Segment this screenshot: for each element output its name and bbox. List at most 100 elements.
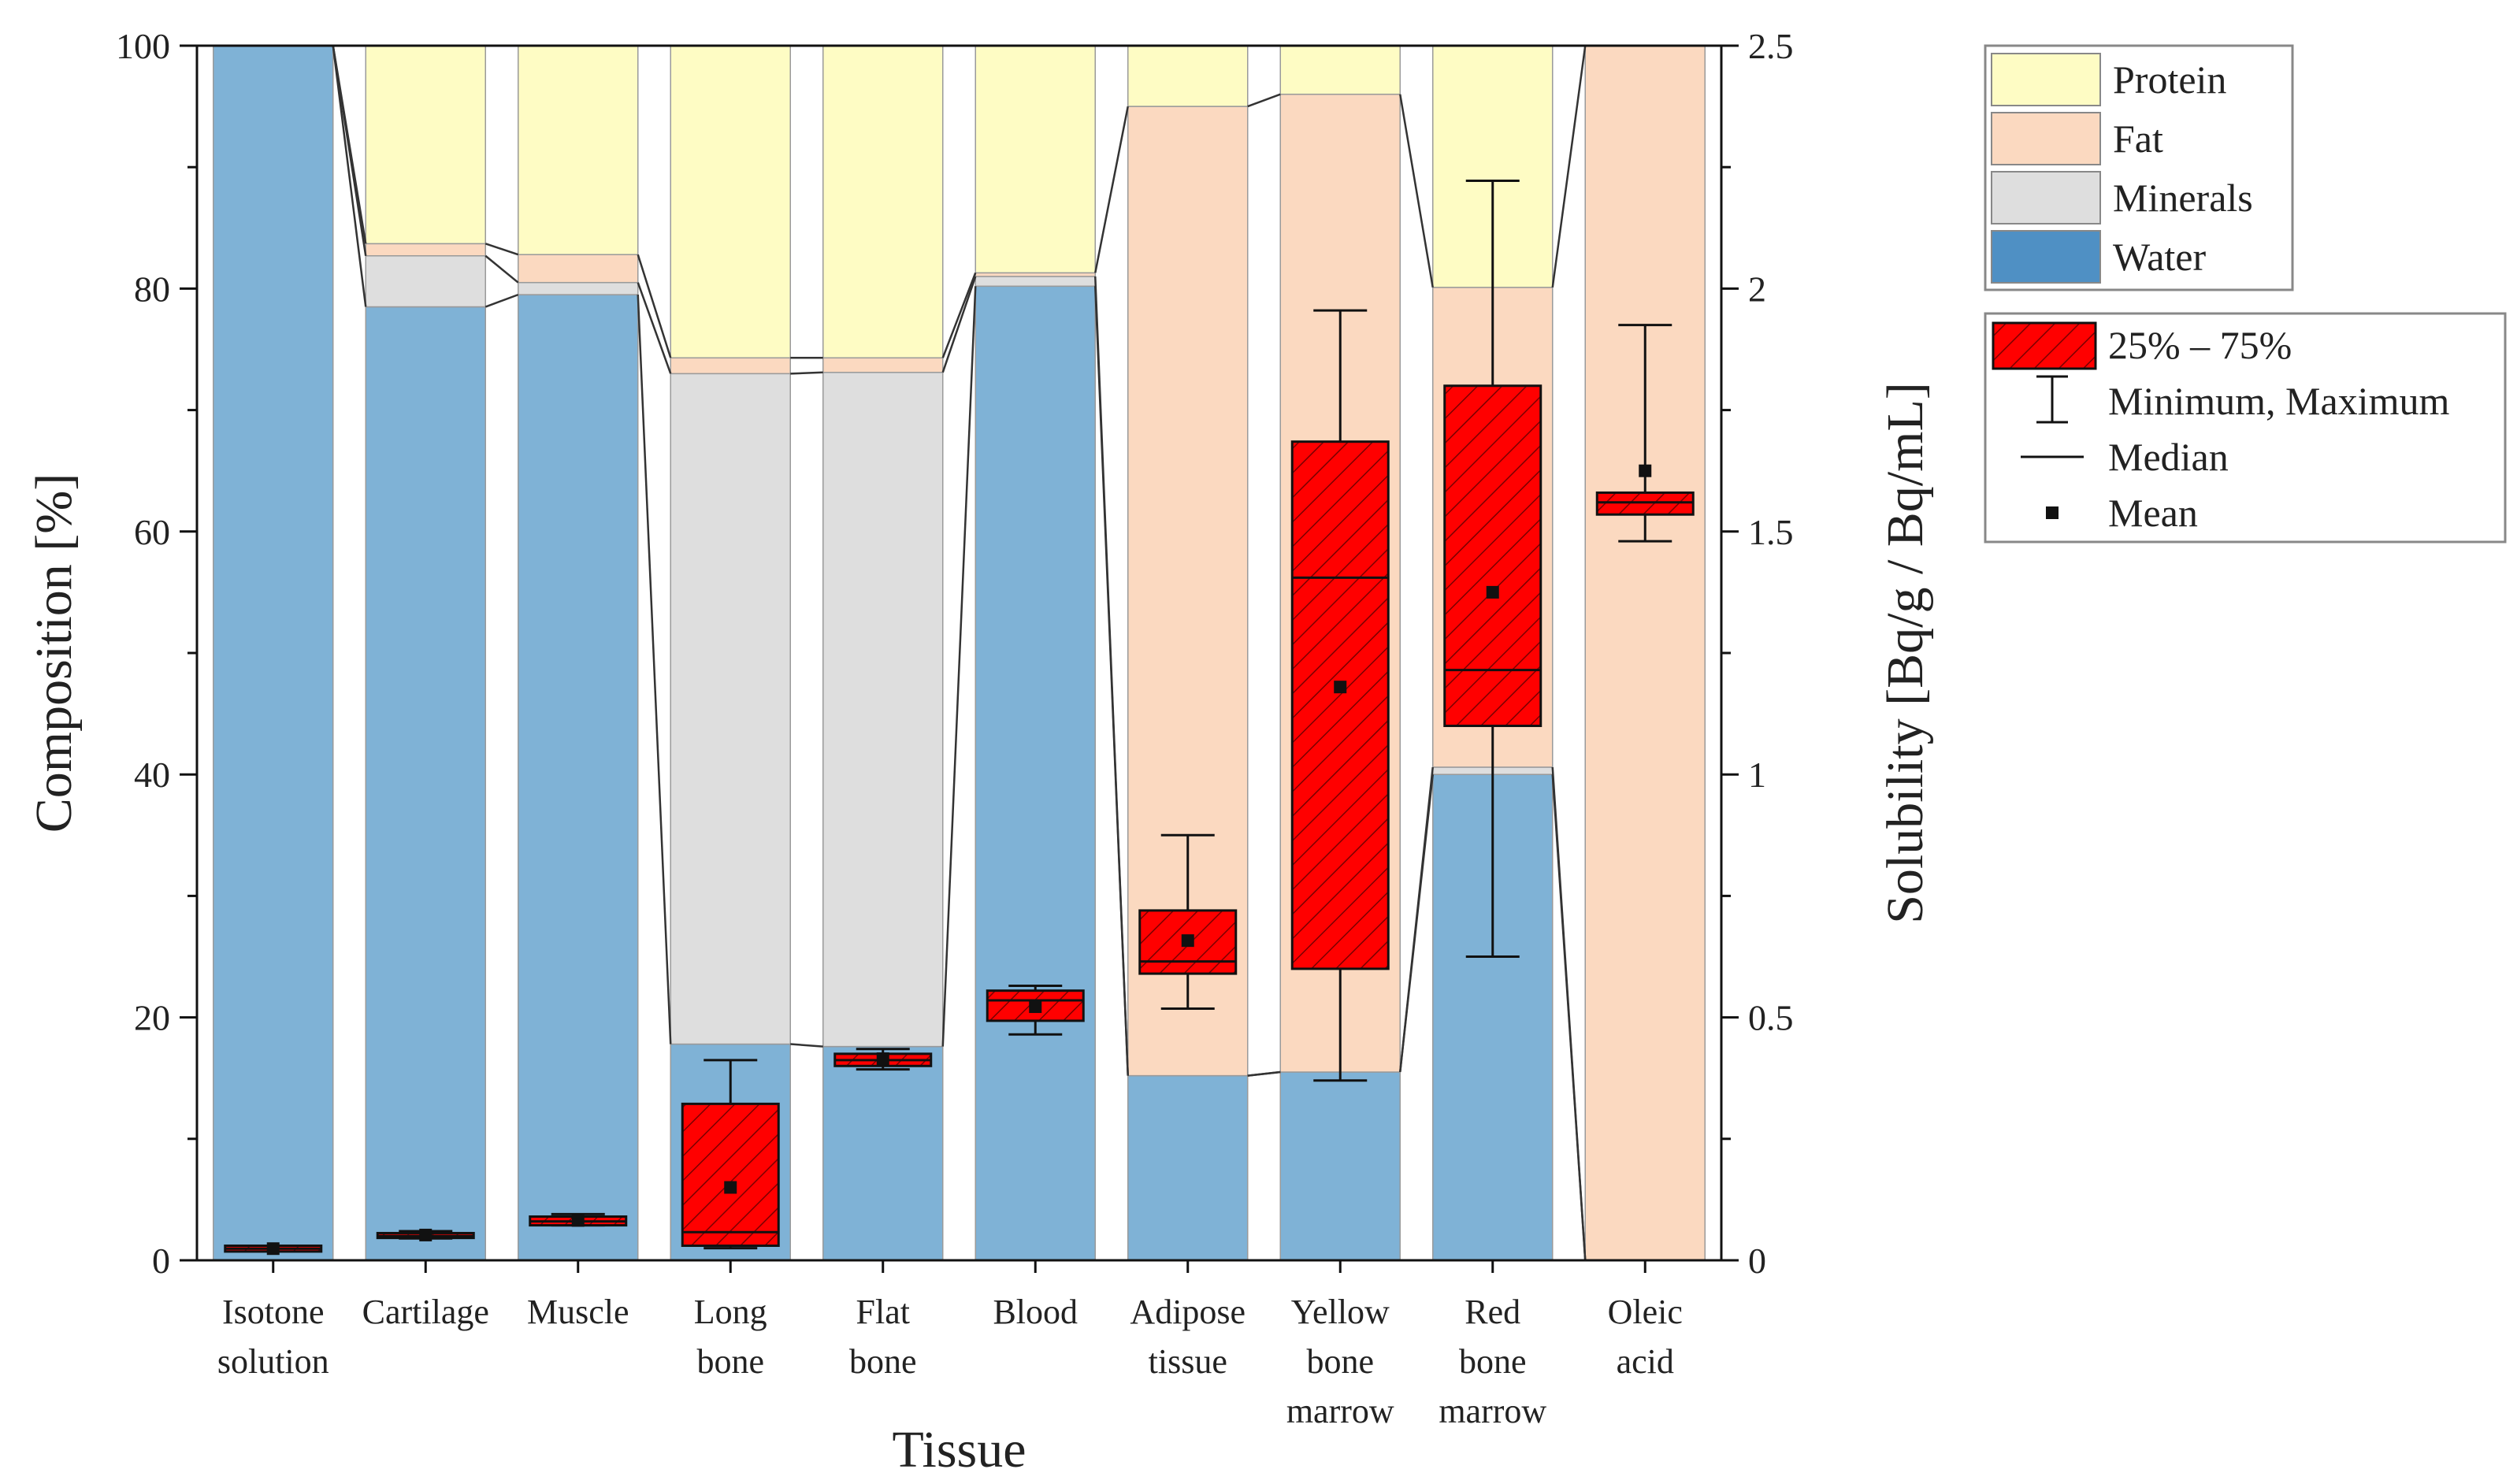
y-right-tick-label: 2.5 [1748,26,1794,66]
bar-long-bone-minerals [670,373,791,1045]
x-tick-label-red-bone-marrow: Red bone marrow [1439,1293,1546,1430]
iqr-box [1595,491,1695,516]
bar-blood-protein [975,45,1096,274]
x-tick-label-line: solution [217,1342,329,1381]
mean-marker [876,1052,889,1066]
legend-label-mean: Mean [2108,491,2198,535]
bar-flat-bone-minerals [822,372,944,1048]
mean-marker [266,1242,280,1256]
iqr-box [1443,384,1542,728]
mean-marker [1486,585,1499,599]
y-right-tick-label: 1 [1748,755,1766,795]
mean-marker [571,1214,585,1227]
y-left-axis-title: Composition [%] [25,473,83,833]
x-tick-label-blood: Blood [993,1293,1078,1331]
legend-swatch-water [1991,230,2101,284]
bar-muscle-fat [518,254,639,284]
box-blood [986,985,1085,1036]
x-tick-label-line: bone [1306,1342,1374,1381]
x-tick-label-yellow-bone-marrow: Yellow bone marrow [1286,1293,1394,1430]
x-tick-label-line: Muscle [527,1293,629,1331]
x-tick-label-line: Cartilage [362,1293,489,1331]
mean-marker [1181,934,1194,948]
axes: 0 20 40 60 80 100 0 0.5 1 1.5 2 2.5 Isotone solution C… [25,26,1934,1478]
y-left-tick-label: 60 [134,512,170,552]
connector-isotone-solution-to-cartilage [332,45,367,307]
connector-flat-bone-to-blood [941,276,977,373]
y-left-tick-label: 100 [116,26,170,66]
legend-boxplot: 25% – 75% Minimum, Maximum Median Mean [1984,312,2507,544]
connector-cartilage-to-muscle [484,293,519,308]
connector-muscle-to-long-bone [637,254,672,358]
connector-cartilage-to-muscle [484,243,519,256]
connector-flat-bone-to-blood [941,272,977,358]
connector-red-bone-marrow-to-oleic-acid [1551,766,1587,1261]
y-left-tick-label: 40 [134,755,170,795]
x-tick-label-line: bone [1459,1342,1527,1381]
bar-cartilage-water [365,306,486,1261]
legend-swatch-fat [1991,112,2101,165]
bar-cartilage-minerals [365,255,486,308]
box-yellow-bone-marrow [1290,309,1390,1082]
solubility-boxplots [224,179,1695,1256]
x-tick-label-line: Isotone [222,1293,325,1331]
legend-label-minmax: Minimum, Maximum [2108,379,2449,423]
x-tick-label-line: tissue [1149,1342,1227,1381]
connector-adipose-tissue-to-yellow-bone-marrow [1247,93,1281,108]
x-tick-label-line: Yellow [1291,1293,1390,1331]
connector-yellow-bone-marrow-to-red-bone-marrow [1399,94,1434,288]
bar-adipose-tissue-protein [1127,45,1249,107]
legend-mean-symbol [2046,506,2059,519]
box-oleic-acid [1595,324,1695,543]
bar-muscle-water [518,294,639,1261]
bar-long-bone-protein [670,45,791,359]
bar-yellow-bone-marrow-protein [1279,45,1401,95]
x-tick-label-muscle: Muscle [527,1293,629,1331]
bar-cartilage-protein [365,45,486,245]
x-tick-label-line: marrow [1439,1392,1546,1430]
x-tick-label-isotone-solution: Isotone solution [217,1293,329,1381]
box-adipose-tissue [1138,833,1238,1010]
connector-long-bone-to-flat-bone [790,1043,823,1048]
y-left-tick-label: 0 [152,1241,170,1281]
connector-muscle-to-long-bone [637,295,672,1044]
x-axis-title: Tissue [893,1421,1026,1478]
iqr-box [681,1102,780,1247]
mean-marker [419,1228,432,1241]
legend-composition: Protein Fat Minerals Water [1984,44,2294,291]
connector-adipose-tissue-to-yellow-bone-marrow [1247,1070,1281,1077]
connector-long-bone-to-flat-bone [790,371,823,375]
x-tick-label-long-bone: Long bone [694,1293,767,1381]
mean-marker [1639,464,1652,477]
bar-yellow-bone-marrow-water [1279,1071,1401,1261]
bar-isotone-solution-water [213,45,334,1261]
legend-label-median: Median [2108,435,2229,479]
bar-flat-bone-fat [822,357,944,373]
y-left-tick-label: 20 [134,998,170,1038]
connector-isotone-solution-to-cartilage [332,45,367,244]
bar-flat-bone-water [822,1045,944,1261]
x-tick-label-line: Flat [856,1293,910,1331]
box-red-bone-marrow [1443,179,1542,958]
connector-blood-to-adipose-tissue [1094,106,1129,273]
x-tick-label-line: Oleic [1608,1293,1683,1331]
legend-swatch-protein [1991,53,2101,106]
x-tick-label-flat-bone: Flat bone [849,1293,917,1381]
x-tick-label-line: Red [1465,1293,1520,1331]
x-tick-label-line: Long [694,1293,767,1331]
x-tick-label-line: Blood [993,1293,1078,1331]
y-right-tick-label: 2 [1748,269,1766,309]
x-tick-label-line: bone [849,1342,917,1381]
bar-oleic-acid-fat [1584,45,1706,1261]
legends: Protein Fat Minerals Water 25% – 75% Minimum,… [1984,44,2507,544]
mean-marker [1029,1000,1042,1014]
x-tick-label-cartilage: Cartilage [362,1293,489,1331]
mean-marker [1334,681,1347,694]
x-tick-label-adipose-tissue: Adipose tissue [1130,1293,1246,1381]
legend-label-protein: Protein [2113,58,2226,102]
box-isotone-solution [224,1242,323,1256]
legend-label-minerals: Minerals [2113,176,2253,220]
x-tick-label-line: Adipose [1130,1293,1246,1331]
bar-flat-bone-protein [822,45,944,359]
